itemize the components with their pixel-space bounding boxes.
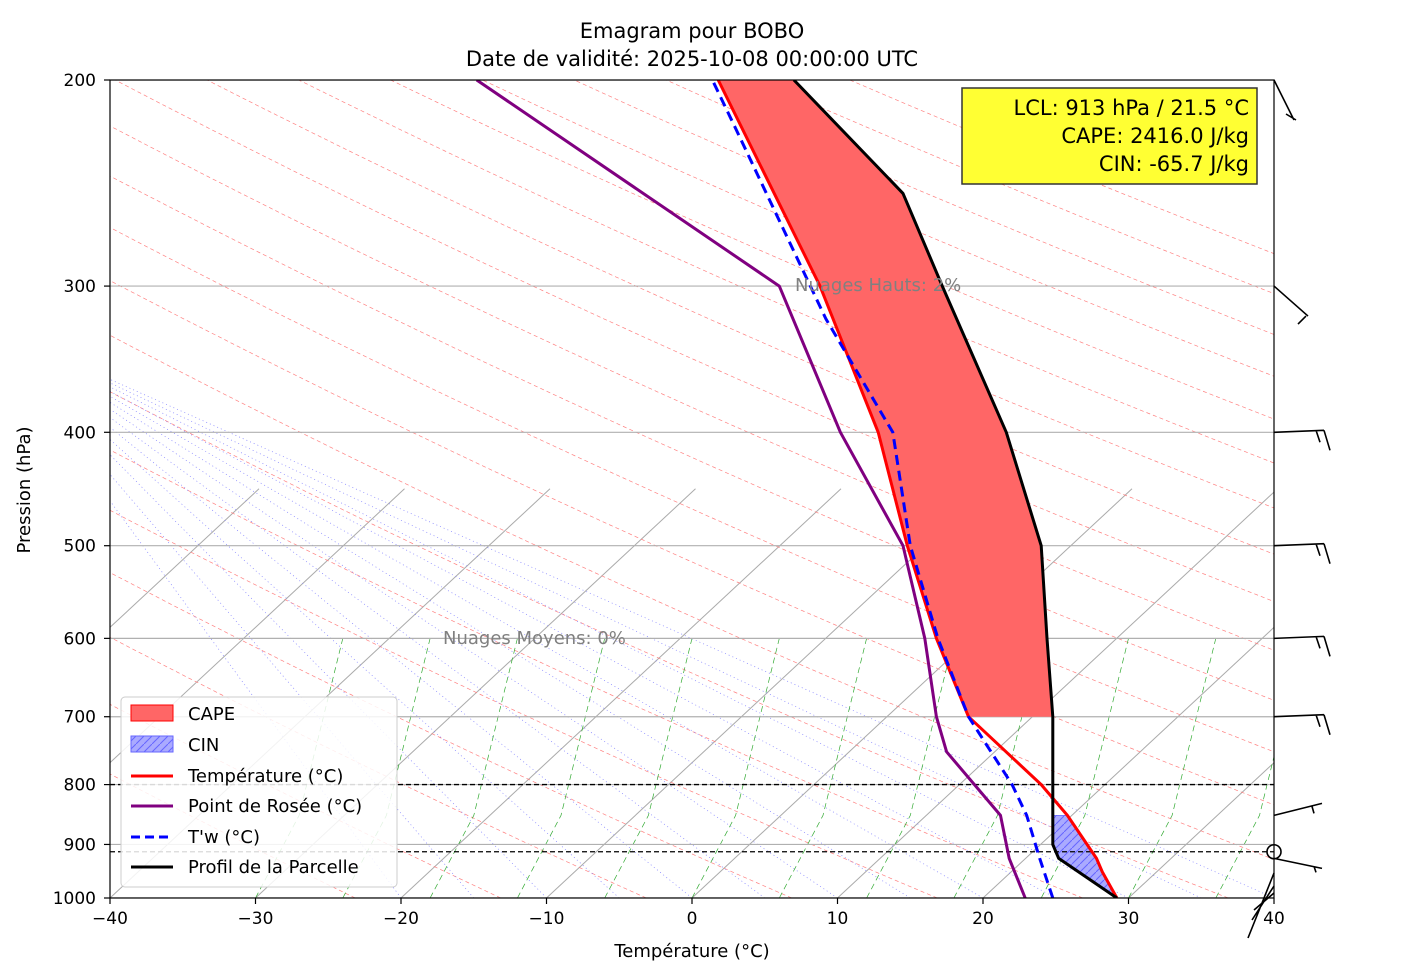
mixing-ratio-line [604, 638, 693, 898]
x-axis-ticks: −40 −30 −20 −10 0 10 20 30 40 [92, 898, 1285, 929]
wind-barb-700 [1273, 713, 1331, 735]
mixing-ratio-line [691, 638, 780, 898]
wetbulb-line [711, 80, 1055, 898]
x-tick-label: −40 [92, 909, 128, 929]
isotherm-line [400, 488, 842, 898]
x-axis-label: Température (°C) [613, 941, 769, 962]
legend-frame [120, 696, 398, 888]
wind-barb-1000 [1247, 872, 1275, 939]
legend-swatch-cin [130, 735, 174, 753]
x-tick-label: −10 [529, 909, 565, 929]
dry-adiabat-line [206, 80, 1274, 555]
legend: CAPE CIN Température (°C) Point de Rosée… [120, 696, 398, 888]
wind-barb-500 [1273, 542, 1331, 564]
legend-swatch-cape [130, 704, 174, 722]
x-tick-label: 0 [687, 909, 698, 929]
chart-subtitle: Date de validité: 2025-10-08 00:00:00 UT… [466, 47, 918, 71]
legend-label-cape: CAPE [188, 704, 235, 725]
mixing-ratio-line [1128, 638, 1217, 898]
isotherm-line [110, 488, 405, 764]
x-tick-label: 30 [1118, 909, 1140, 929]
dry-adiabat-line [110, 334, 1274, 860]
x-tick-label: 10 [827, 909, 849, 929]
legend-label-temperature: Température (°C) [187, 766, 343, 787]
isotherm-line [1273, 897, 1274, 898]
info-cin: CIN: -65.7 J/kg [1099, 152, 1249, 176]
y-tick-label: 500 [64, 537, 96, 557]
wind-barb-300 [1273, 285, 1309, 325]
info-box: LCL: 913 hPa / 21.5 °C CAPE: 2416.0 J/kg… [961, 87, 1258, 185]
wind-barb-200 [1273, 79, 1297, 121]
wind-barbs [1247, 79, 1331, 939]
dewpoint-line [475, 80, 1027, 898]
dry-adiabat-line [390, 80, 1274, 464]
info-lcl: LCL: 913 hPa / 21.5 °C [1014, 96, 1250, 120]
y-tick-label: 800 [64, 776, 96, 796]
isotherm-line [110, 488, 260, 629]
calm-wind-circle [1266, 843, 1282, 860]
profile-lines [475, 80, 1119, 898]
mixing-ratio-line [778, 638, 867, 898]
x-tick-label: −20 [383, 909, 419, 929]
cin-area [1052, 815, 1117, 896]
parcel-profile-line [792, 80, 1118, 898]
y-tick-label: 200 [64, 71, 96, 91]
x-tick-label: 40 [1263, 909, 1285, 929]
annotation-high-clouds: Nuages Hauts: 2% [795, 275, 961, 296]
wind-barb-400 [1273, 429, 1331, 451]
chart-title: Emagram pour BOBO [580, 19, 805, 43]
y-axis-ticks: 200 300 400 500 600 700 800 900 1000 [53, 71, 110, 909]
wind-barb-925 [1273, 857, 1323, 873]
y-axis-label: Pression (hPa) [14, 426, 35, 553]
dry-adiabat-line [482, 80, 1274, 420]
isotherm-line [1128, 762, 1274, 898]
mixing-ratio-line [517, 638, 606, 898]
y-tick-label: 600 [64, 629, 96, 649]
dry-adiabat-line [115, 80, 1274, 602]
y-tick-label: 700 [64, 708, 96, 728]
legend-label-cin: CIN [188, 735, 219, 756]
mixing-ratio-line [866, 638, 955, 898]
annotation-mid-clouds: Nuages Moyens: 0% [443, 628, 626, 649]
info-cape: CAPE: 2416.0 J/kg [1061, 124, 1249, 148]
y-tick-label: 900 [64, 835, 96, 855]
isotherm-line [837, 491, 1274, 898]
x-tick-label: 20 [972, 909, 994, 929]
dry-adiabat-line [110, 509, 938, 898]
mixing-ratio-line [1215, 755, 1274, 898]
dry-adiabat-line [665, 80, 1274, 335]
wind-barb-600 [1273, 635, 1331, 657]
legend-label-wetbulb: T'w (°C) [187, 827, 260, 848]
legend-label-parcel: Profil de la Parcelle [188, 857, 359, 878]
info-box-bg [961, 87, 1258, 185]
isotherm-line [691, 488, 1133, 898]
cape-area [718, 80, 1053, 717]
x-tick-label: −30 [238, 909, 274, 929]
y-tick-label: 1000 [53, 889, 96, 909]
y-tick-label: 300 [64, 277, 96, 297]
y-tick-label: 400 [64, 423, 96, 443]
legend-label-dewpoint: Point de Rosée (°C) [188, 796, 362, 817]
mixing-ratio-line [1040, 638, 1129, 898]
mixing-ratio-line [429, 638, 518, 898]
mixing-ratio-line [1303, 638, 1390, 898]
wind-barb-850 [1273, 802, 1323, 817]
